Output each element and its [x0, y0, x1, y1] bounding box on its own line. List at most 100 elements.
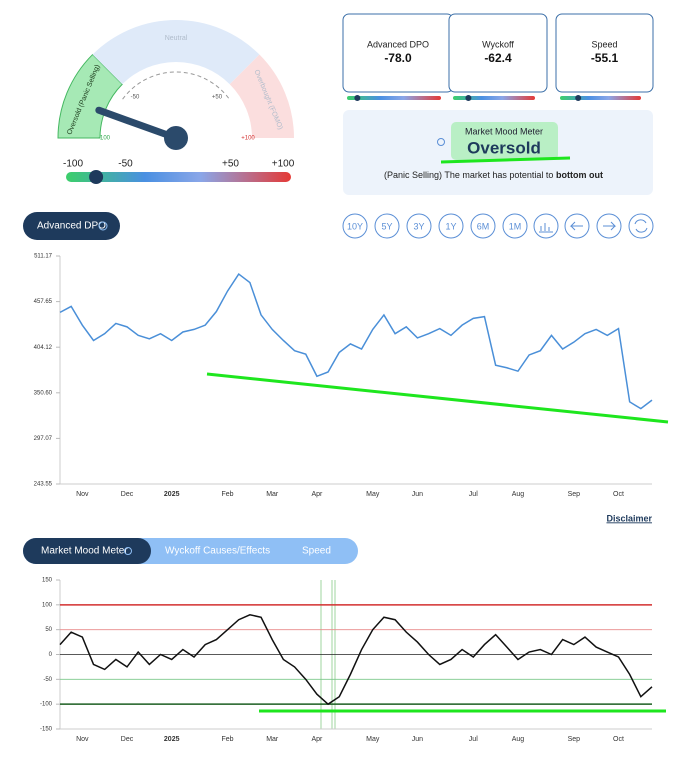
- y-tick-label: 100: [42, 602, 53, 608]
- y-tick-label: 457.65: [34, 299, 53, 305]
- info-icon[interactable]: [98, 221, 108, 231]
- card-slider: [453, 96, 535, 100]
- y-tick-label: 511.17: [34, 254, 53, 260]
- x-tick-label: Mar: [266, 736, 279, 743]
- slider-tick-label: +50: [222, 159, 239, 170]
- period-label: 1Y: [445, 221, 456, 231]
- icon: [539, 223, 553, 233]
- card: [448, 13, 548, 93]
- x-tick-label: Aug: [512, 491, 525, 498]
- x-tick-label: Dec: [121, 736, 134, 743]
- period-button[interactable]: [502, 213, 528, 239]
- y-tick-label: -100: [40, 702, 53, 708]
- reset-button[interactable]: [628, 213, 654, 239]
- x-tick-label: Jun: [412, 491, 423, 498]
- period-button[interactable]: [470, 213, 496, 239]
- x-tick-label: Jul: [469, 736, 478, 743]
- card-value: -78.0: [384, 51, 412, 65]
- data-line: [59, 613, 653, 706]
- y-tick-label: 297.07: [34, 436, 53, 442]
- gauge-zone: [92, 20, 260, 85]
- active-tab[interactable]: [23, 538, 151, 564]
- card-slider: [347, 96, 441, 100]
- x-tick-label: Nov: [76, 491, 89, 498]
- x-tick-label: Jul: [469, 491, 478, 498]
- x-tick-label: Mar: [266, 491, 279, 498]
- x-tick-label: May: [366, 491, 380, 498]
- icon: [569, 221, 583, 231]
- y-tick-label: -150: [40, 727, 53, 733]
- y-tick-label: 50: [45, 627, 52, 633]
- gauge-tick-label: +100: [241, 136, 255, 142]
- x-tick-label: Apr: [311, 736, 323, 743]
- slider-tick-label: -100: [63, 159, 83, 170]
- info-icon[interactable]: [437, 138, 445, 146]
- disclaimer-link[interactable]: Disclaimer: [606, 513, 652, 523]
- period-label: 1M: [509, 221, 522, 231]
- card: [555, 13, 654, 93]
- icon-buttons: [533, 213, 654, 239]
- y-tick-label: -50: [43, 677, 52, 683]
- gauge-needle: [95, 106, 180, 142]
- mood-title: Market Mood Meter: [465, 126, 543, 136]
- slider-track: [66, 172, 291, 182]
- trend-annotation: [206, 372, 669, 424]
- card-marker: [465, 95, 472, 101]
- card-title: Advanced DPO: [367, 39, 429, 49]
- data-line: [59, 272, 653, 410]
- y-tick-label: 404.12: [34, 345, 53, 351]
- mood-note: (Panic Selling) The market has potential…: [384, 170, 603, 180]
- tab-label[interactable]: Speed: [302, 546, 331, 557]
- tab-label[interactable]: Wyckoff Causes/Effects: [165, 546, 270, 557]
- x-tick-label: Feb: [222, 736, 234, 743]
- slider-marker: [89, 170, 104, 184]
- x-tick-label: Dec: [121, 491, 134, 498]
- period-label: 5Y: [381, 221, 392, 231]
- gauge-tick-label: -50: [131, 95, 140, 101]
- x-tick-label: 2025: [164, 491, 180, 498]
- card-title: Speed: [591, 39, 617, 49]
- x-tick-label: May: [366, 736, 380, 743]
- info-icon[interactable]: [124, 547, 132, 555]
- mood-badge: [451, 122, 558, 160]
- period-label: 10Y: [347, 221, 363, 231]
- y-tick-label: 350.60: [34, 390, 53, 396]
- period-button[interactable]: [374, 213, 400, 239]
- x-tick-label: Feb: [222, 491, 234, 498]
- slider-tick-label: -50: [118, 159, 133, 170]
- y-tick-label: 150: [42, 578, 53, 584]
- gauge-tick-label: -100: [98, 136, 111, 142]
- mood-status: Oversold: [467, 138, 541, 157]
- x-tick-label: Sep: [568, 736, 581, 743]
- gauge-zone-label: Neutral: [165, 35, 188, 42]
- card-title: Wyckoff: [482, 39, 514, 49]
- x-tick-label: Nov: [76, 736, 89, 743]
- chart-tab[interactable]: [23, 212, 120, 240]
- period-label: 3Y: [413, 221, 424, 231]
- gauge-zone: [229, 54, 294, 138]
- card-slider: [560, 96, 641, 100]
- gauge-hub: [164, 126, 188, 150]
- tab-label[interactable]: Market Mood Meter: [41, 546, 128, 557]
- x-tick-label: Aug: [512, 736, 525, 743]
- slider-tick-label: +100: [272, 159, 295, 170]
- icon: [634, 219, 648, 233]
- x-tick-label: Oct: [613, 491, 624, 498]
- card-marker: [354, 95, 361, 101]
- period-button[interactable]: [342, 213, 368, 239]
- x-tick-label: Sep: [568, 491, 581, 498]
- gauge-dashed-arc: [122, 71, 230, 100]
- chart-tab-label: Advanced DPO: [37, 221, 106, 232]
- period-button[interactable]: [438, 213, 464, 239]
- annotation-line: [440, 156, 571, 164]
- card-value: -55.1: [591, 51, 619, 65]
- y-tick-label: 0: [49, 652, 53, 658]
- x-tick-label: 2025: [164, 736, 180, 743]
- period-label: 6M: [477, 221, 490, 231]
- chart-type-button[interactable]: [533, 213, 559, 239]
- period-button[interactable]: [406, 213, 432, 239]
- icon: [603, 221, 617, 231]
- y-tick-label: 243.55: [34, 482, 53, 488]
- card-value: -62.4: [484, 51, 512, 65]
- gauge-tick-label: +50: [212, 95, 223, 101]
